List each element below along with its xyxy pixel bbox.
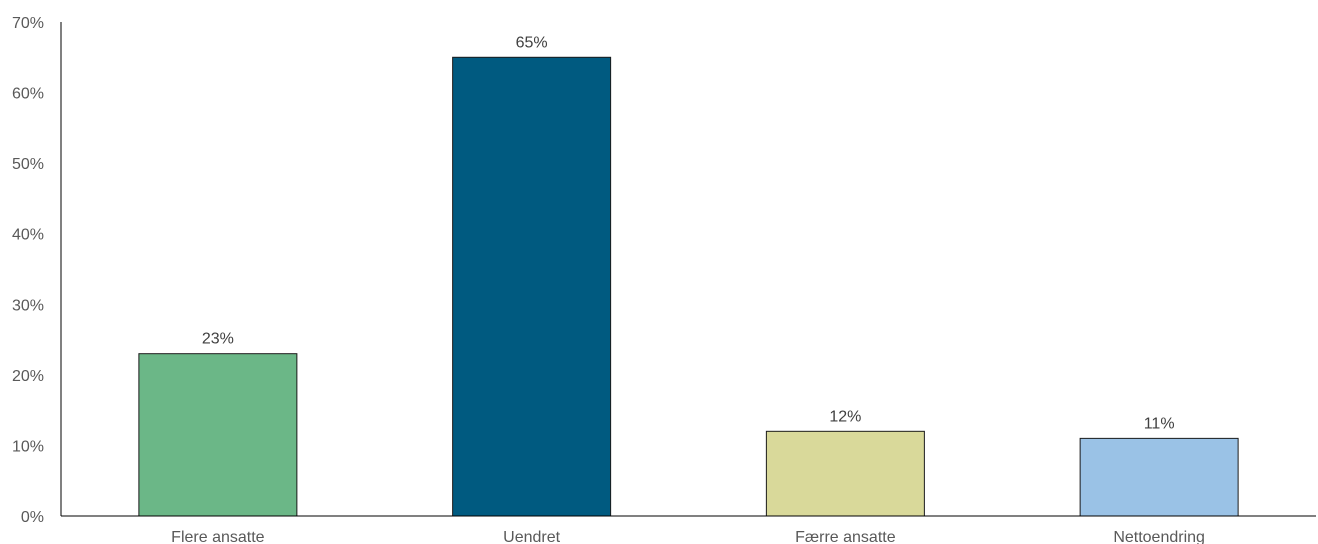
- y-axis-ticks: 0% 10% 20% 30% 40% 50% 60% 70%: [12, 15, 44, 526]
- x-category-label: Færre ansatte: [795, 529, 896, 544]
- y-tick-label: 70%: [12, 15, 44, 32]
- bar-nettoendring: [1079, 437, 1239, 517]
- value-labels-group: 23% 65% 12% 11%: [202, 34, 1175, 432]
- y-tick-label: 0%: [21, 509, 44, 526]
- x-axis-labels: Flere ansatte Uendret Færre ansatte Nettoen…: [171, 529, 1205, 544]
- y-tick-label: 30%: [12, 297, 44, 314]
- bars-group: [138, 56, 1239, 517]
- x-category-label: Flere ansatte: [171, 529, 264, 544]
- y-tick-label: 20%: [12, 368, 44, 385]
- bar-færre-ansatte: [765, 430, 925, 517]
- bar-value-label: 11%: [1144, 415, 1175, 432]
- bar-flere-ansatte: [138, 353, 298, 517]
- bar-value-label: 12%: [829, 408, 861, 425]
- bar-uendret: [452, 56, 612, 517]
- x-category-label: Nettoendring: [1113, 529, 1205, 544]
- bar-value-label: 65%: [516, 34, 548, 51]
- y-tick-label: 40%: [12, 227, 44, 244]
- bar-value-label: 23%: [202, 331, 234, 348]
- y-tick-label: 50%: [12, 156, 44, 173]
- y-tick-label: 10%: [12, 438, 44, 455]
- y-tick-label: 60%: [12, 86, 44, 103]
- x-category-label: Uendret: [503, 529, 560, 544]
